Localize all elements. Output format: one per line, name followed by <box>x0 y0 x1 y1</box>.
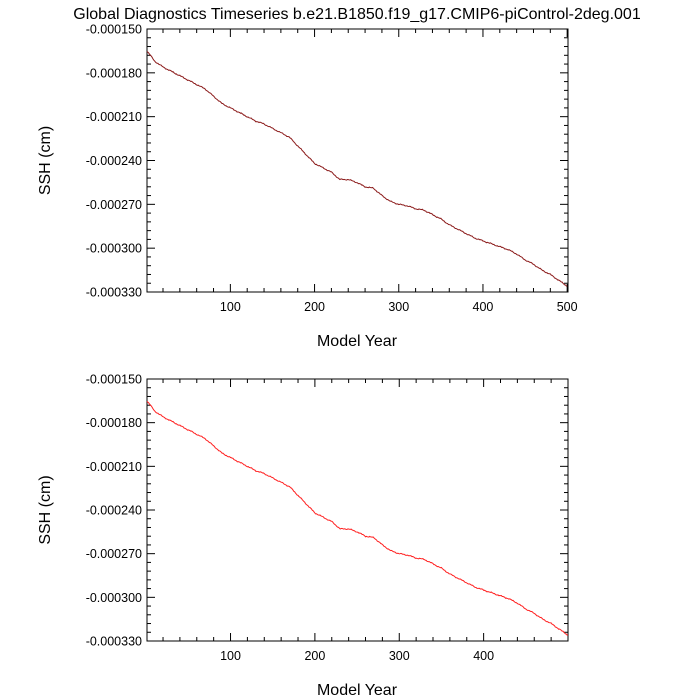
chart-title: Global Diagnostics Timeseries b.e21.B185… <box>73 6 641 23</box>
bottom-x-tick-label: 400 <box>473 649 494 663</box>
bottom-y-tick-label: -0.000180 <box>86 416 142 430</box>
top-panel: -0.000150 -0.000180 -0.000210 -0.000240 -0.0… <box>37 23 578 351</box>
top-plot-frame <box>146 28 569 293</box>
top-x-tick-label: 200 <box>304 300 325 314</box>
bottom-x-axis: 100 200 300 400 <box>162 379 552 663</box>
top-y-tick-label: -0.000300 <box>86 242 142 256</box>
top-x-tick-label: 500 <box>557 300 578 314</box>
top-x-tick-label: 100 <box>220 300 241 314</box>
top-x-tick-label: 300 <box>388 300 409 314</box>
bottom-y-tick-label: -0.000240 <box>86 504 142 518</box>
top-ssh-line <box>146 51 568 287</box>
top-y-tick-label: -0.000270 <box>86 198 142 212</box>
top-x-axis: 100 200 300 400 500 <box>162 29 578 314</box>
top-x-axis-label: Model Year <box>317 333 398 350</box>
bottom-x-tick-label: 200 <box>304 649 325 663</box>
top-y-tick-label: -0.000150 <box>86 23 142 37</box>
bottom-x-tick-label: 300 <box>389 649 410 663</box>
bottom-plot-frame <box>146 378 569 642</box>
bottom-x-tick-label: 100 <box>220 649 241 663</box>
top-y-tick-label: -0.000240 <box>86 154 142 168</box>
top-x-tick-label: 400 <box>473 300 494 314</box>
bottom-ssh-line <box>146 401 569 636</box>
bottom-y-axis: -0.000150 -0.000180 -0.000210 -0.000240 -0.0… <box>86 373 568 649</box>
bottom-y-axis-label: SSH (cm) <box>37 475 54 544</box>
bottom-x-axis-label: Model Year <box>317 682 398 699</box>
top-y-axis-label: SSH (cm) <box>37 126 54 195</box>
top-y-tick-label: -0.000210 <box>86 110 142 124</box>
bottom-y-tick-label: -0.000270 <box>86 547 142 561</box>
bottom-y-tick-label: -0.000210 <box>86 460 142 474</box>
bottom-y-tick-label: -0.000300 <box>86 591 142 605</box>
top-y-tick-label: -0.000330 <box>86 286 142 300</box>
bottom-y-tick-label: -0.000330 <box>86 635 142 649</box>
top-y-tick-label: -0.000180 <box>86 66 142 80</box>
bottom-y-tick-label: -0.000150 <box>86 373 142 387</box>
bottom-panel: -0.000150 -0.000180 -0.000210 -0.000240 -0.0… <box>37 373 569 699</box>
top-y-axis: -0.000150 -0.000180 -0.000210 -0.000240 -0.0… <box>86 23 568 300</box>
